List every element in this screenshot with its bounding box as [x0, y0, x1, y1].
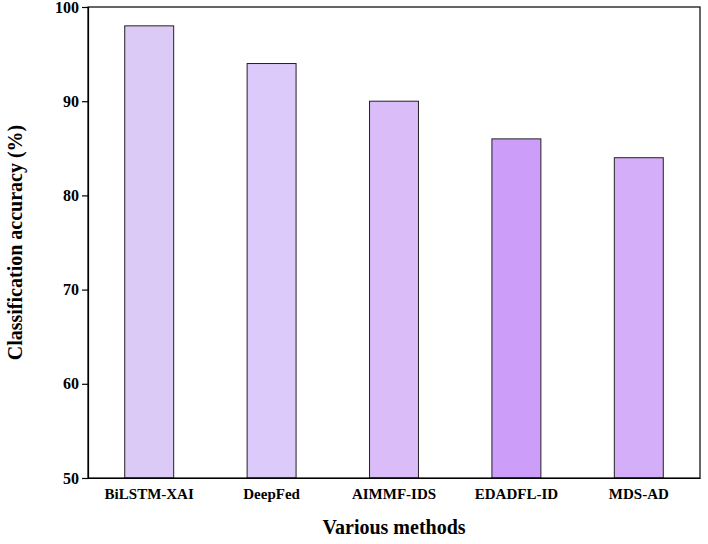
x-axis-title: Various methods	[322, 516, 465, 538]
y-tick-mark	[82, 195, 88, 196]
y-axis: 50 60 70 80 90 100	[55, 0, 89, 487]
y-tick-label: 100	[55, 0, 79, 16]
x-tick-label: DeepFed	[243, 486, 300, 502]
x-tick-label: EDADFL-ID	[475, 486, 559, 502]
y-tick-label: 50	[63, 470, 79, 487]
bar	[614, 158, 663, 478]
x-tick: BiLSTM-XAI	[105, 478, 194, 502]
y-tick-mark	[82, 101, 88, 102]
x-tick-label: MDS-AD	[609, 486, 669, 502]
y-tick: 50	[63, 470, 88, 487]
y-tick-mark	[82, 384, 88, 385]
bar	[370, 101, 419, 478]
y-tick: 70	[63, 281, 88, 298]
y-tick: 60	[63, 375, 88, 392]
x-tick: DeepFed	[243, 478, 300, 502]
x-tick: MDS-AD	[609, 478, 669, 502]
y-tick-label: 90	[63, 93, 79, 110]
x-axis: BiLSTM-XAI DeepFed AIMMF-IDS EDADFL-ID MDS-A…	[89, 478, 701, 502]
bar	[125, 26, 174, 478]
x-axis-line	[89, 478, 701, 479]
plot-frame	[88, 7, 700, 478]
y-axis-title: Classification accuracy (%)	[4, 125, 27, 361]
y-tick-mark	[82, 7, 88, 8]
y-tick-label: 60	[63, 375, 79, 392]
x-tick-label: AIMMF-IDS	[352, 486, 436, 502]
y-tick-mark	[82, 478, 88, 479]
y-tick-label: 70	[63, 281, 79, 298]
plot: 50 60 70 80 90 100 BiLSTM-XAI DeepFed AIMMF-IDS E…	[55, 0, 701, 502]
y-axis-line	[82, 8, 89, 479]
bars	[125, 26, 664, 478]
y-tick-mark	[82, 290, 88, 291]
x-tick: EDADFL-ID	[475, 478, 559, 502]
y-tick: 100	[55, 0, 88, 16]
bar	[492, 139, 541, 478]
y-tick-label: 80	[63, 187, 79, 204]
x-tick: AIMMF-IDS	[352, 478, 436, 502]
chart-svg: 50 60 70 80 90 100 BiLSTM-XAI DeepFed AIMMF-IDS E…	[0, 0, 708, 544]
y-tick: 90	[63, 93, 88, 110]
bar	[247, 64, 296, 478]
x-tick-label: BiLSTM-XAI	[105, 486, 194, 502]
y-tick: 80	[63, 187, 88, 204]
